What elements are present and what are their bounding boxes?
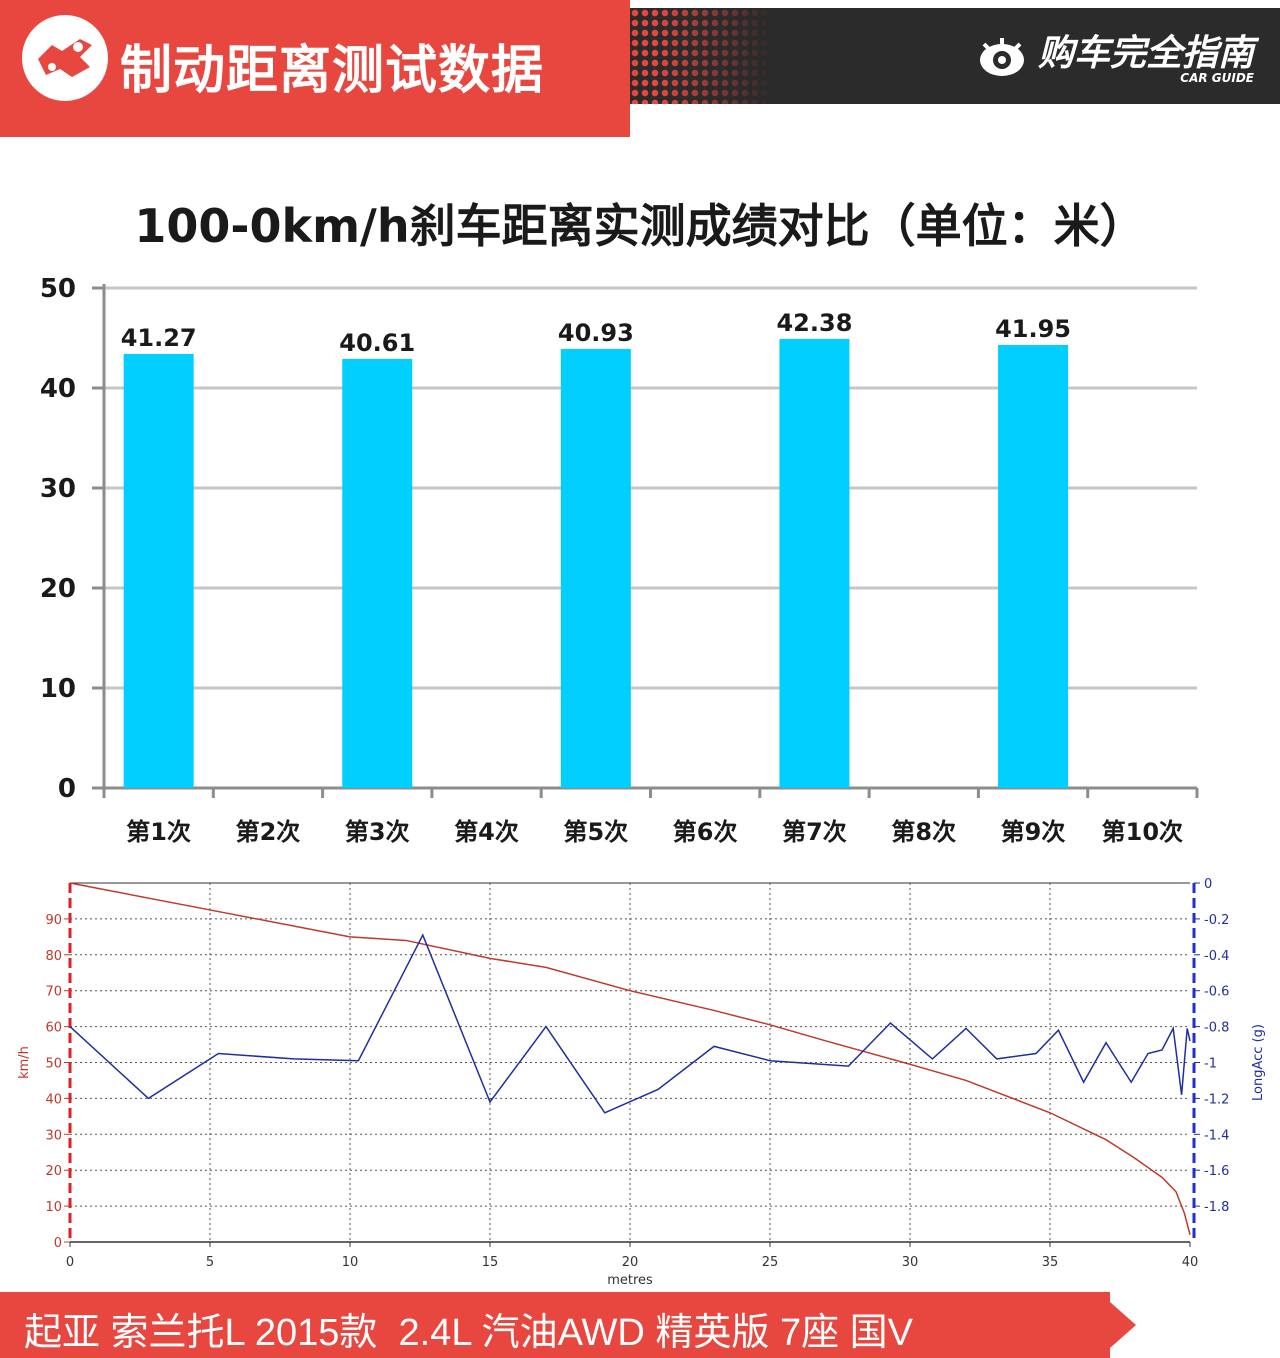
y-tick-label-left: 20: [45, 1164, 62, 1179]
bar: [342, 359, 413, 788]
y-tick-label-left: 0: [54, 1236, 62, 1251]
x-tick-label: 5: [206, 1255, 214, 1270]
x-tick-label: 40: [1182, 1255, 1199, 1270]
brand-eye-icon: [979, 38, 1024, 76]
dot-pattern: [630, 8, 770, 104]
y-tick-label: 30: [40, 474, 76, 504]
x-tick-label: 第6次: [673, 818, 738, 846]
y-tick-label: 0: [58, 774, 76, 804]
bar-chart-title: 100-0km/h刹车距离实测成绩对比（单位：米）: [134, 199, 1146, 253]
y-tick-label-left: 70: [45, 985, 62, 1000]
bar: [123, 354, 194, 788]
brand-bar: 购车完全指南 CAR GUIDE: [630, 8, 1280, 104]
x-tick-label: 30: [902, 1255, 919, 1270]
x-tick-label: 第9次: [1001, 818, 1066, 846]
y-tick-label-left: 90: [45, 913, 62, 928]
speed-acceleration-line-chart: 01020304050607080900-0.2-0.4-0.6-0.8-1-1…: [17, 877, 1266, 1288]
y-tick-label-left: 60: [45, 1021, 62, 1036]
footer-arrow-icon: [1110, 1302, 1136, 1348]
y-tick-label-left: 40: [45, 1092, 62, 1107]
footer-banner: 起亚 索兰托L 2015款 2.4L 汽油AWD 精英版 7座 国V: [0, 1292, 1280, 1358]
brand-logo: 购车完全指南 CAR GUIDE: [979, 33, 1254, 85]
logo-badge: [22, 15, 108, 101]
y-tick-label-left: 30: [45, 1128, 62, 1143]
y-tick-label-left: 80: [45, 949, 62, 964]
vehicle-model-label: 起亚 索兰托L 2015款 2.4L 汽油AWD 精英版 7座 国V: [24, 1312, 913, 1354]
data-label: 42.38: [776, 309, 852, 337]
y-tick-label-right: -1.8: [1204, 1200, 1229, 1215]
x-tick-label: 0: [66, 1255, 74, 1270]
y-tick-label-left: 50: [45, 1057, 62, 1072]
y-tick-label: 10: [40, 674, 76, 704]
x-tick-label: 第7次: [782, 818, 847, 846]
y-tick-label: 50: [40, 274, 76, 304]
brand-name: 购车完全指南: [1037, 33, 1254, 74]
y-tick-label-right: -0.4: [1204, 949, 1229, 964]
y-axis-label-right: LongAcc (g): [1251, 1024, 1266, 1101]
y-tick-label-right: -0.6: [1204, 985, 1229, 1000]
page-title: 制动距离测试数据: [120, 41, 545, 101]
footer-bar: [0, 1292, 1110, 1358]
x-tick-label: 35: [1042, 1255, 1059, 1270]
x-axis-label: metres: [607, 1273, 653, 1288]
x-tick-label: 25: [762, 1255, 779, 1270]
x-tick-label: 15: [482, 1255, 499, 1270]
acceleration-line: [69, 933, 1191, 1114]
y-tick-label-right: -1.4: [1204, 1128, 1229, 1143]
data-label: 41.95: [995, 315, 1071, 343]
y-tick-label-right: -1: [1204, 1057, 1217, 1072]
bar: [998, 345, 1069, 788]
brand-tagline: CAR GUIDE: [1180, 71, 1254, 85]
header-banner: 制动距离测试数据: [0, 0, 630, 137]
y-tick-label: 40: [40, 374, 76, 404]
bar: [779, 339, 850, 788]
data-label: 40.93: [558, 319, 634, 347]
x-tick-label: 第10次: [1102, 818, 1183, 846]
y-tick-label-left: 10: [45, 1200, 62, 1215]
y-tick-label-right: -1.2: [1204, 1092, 1229, 1107]
x-tick-label: 10: [342, 1255, 359, 1270]
y-tick-label-right: -1.6: [1204, 1164, 1229, 1179]
data-label: 41.27: [121, 324, 197, 352]
y-axis-label-left: km/h: [17, 1046, 32, 1079]
x-tick-label: 第1次: [126, 818, 191, 846]
y-tick-label-right: 0: [1204, 877, 1212, 892]
bar: [560, 349, 631, 788]
x-tick-label: 第5次: [563, 818, 628, 846]
x-tick-label: 20: [622, 1255, 639, 1270]
x-tick-label: 第3次: [345, 818, 410, 846]
x-tick-label: 第4次: [454, 818, 519, 846]
braking-distance-bar-chart: 0 10 20 30 40 50 第1次 41.27 第2次 第3次 40.61 第4次 第5次 40.9…: [40, 274, 1199, 846]
y-tick-label: 20: [40, 574, 76, 604]
x-tick-label: 第2次: [236, 818, 301, 846]
brake-disc-icon: [38, 39, 92, 77]
y-tick-label-right: -0.2: [1204, 913, 1229, 928]
y-tick-label-right: -0.8: [1204, 1021, 1229, 1036]
speed-line: [69, 882, 1191, 1236]
data-label: 40.61: [339, 329, 415, 357]
x-tick-label: 第8次: [891, 818, 956, 846]
